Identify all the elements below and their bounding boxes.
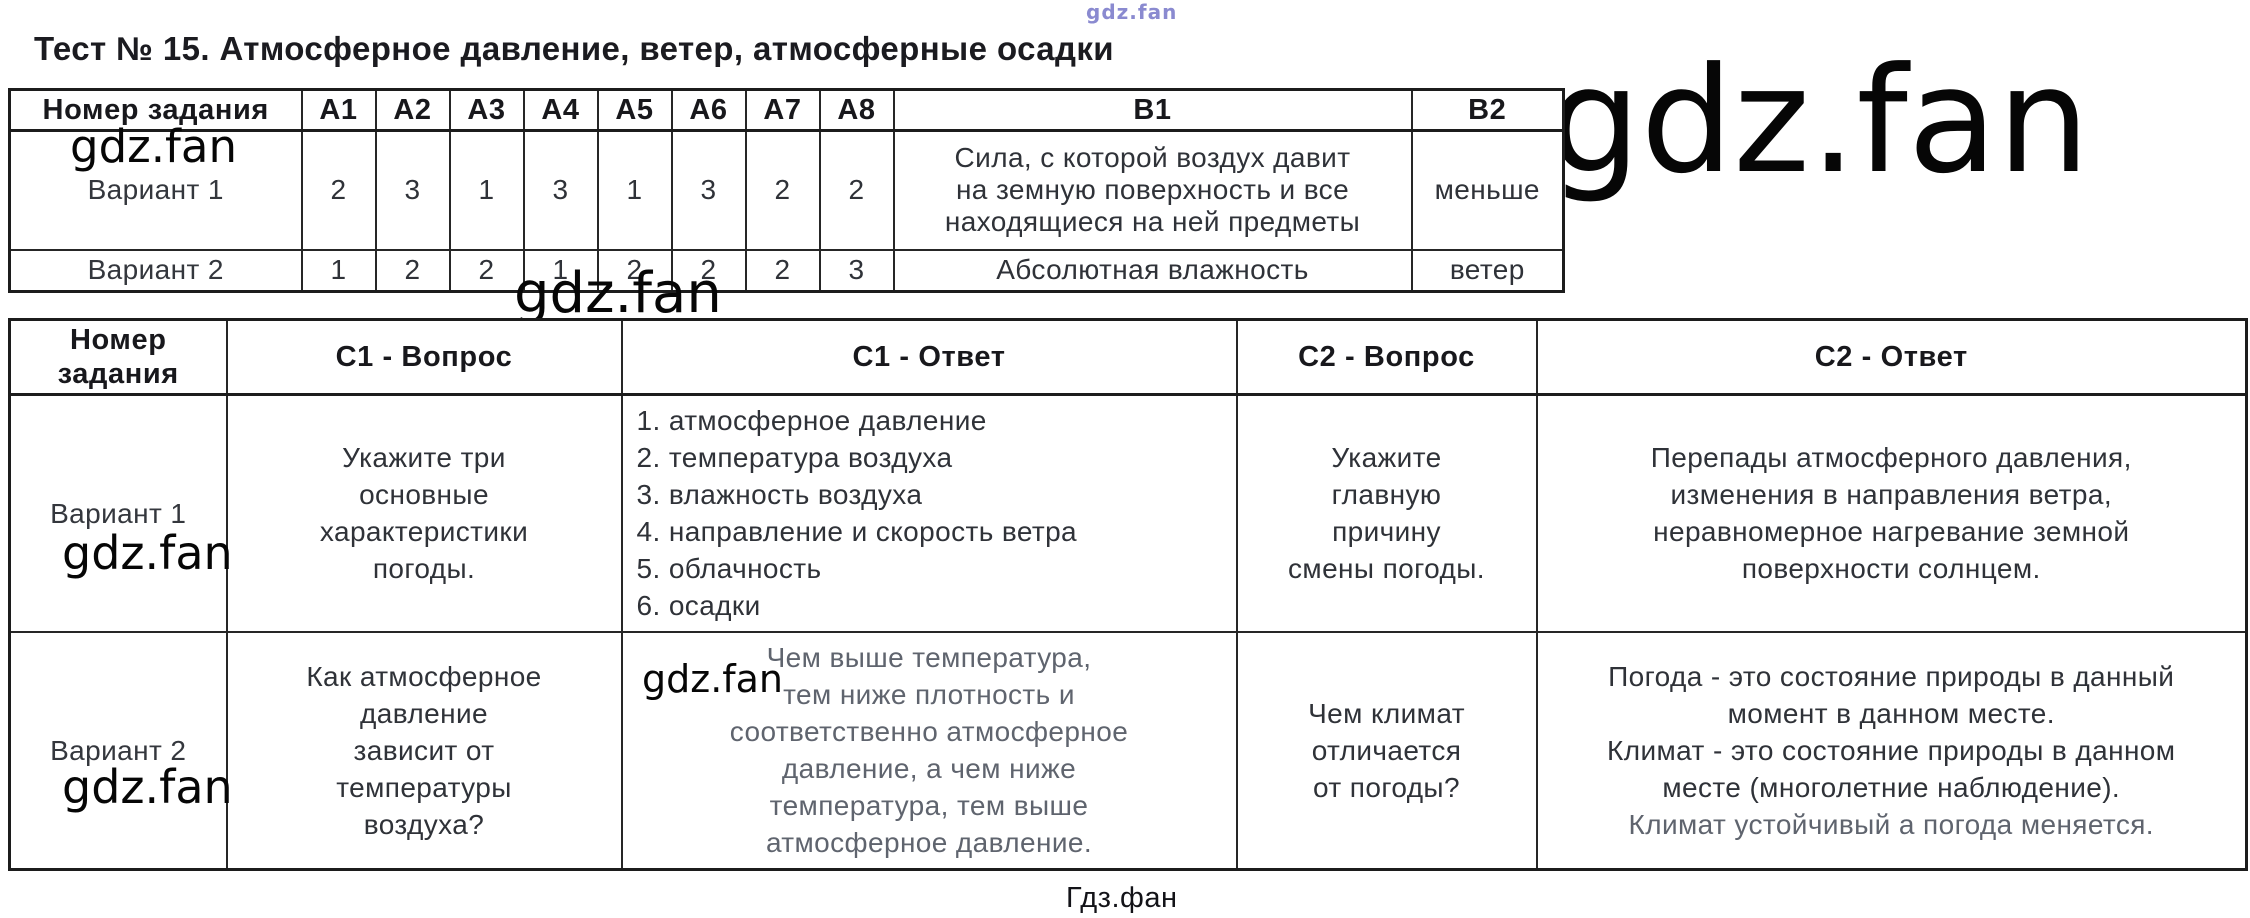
answer-a6: 2: [670, 248, 747, 293]
answer-b1: Абсолютная влажность: [892, 248, 1413, 293]
c2-question-cell: Чем климат отличается от погоды?: [1235, 630, 1538, 871]
row-label-variant-1: Вариант 1: [8, 129, 303, 251]
footer-site-name: Гдз.фан: [1066, 882, 1178, 914]
answers-summary-table: Номер задания А1 А2 А3 А4 А5 А6 А7 А8 В1…: [8, 88, 1565, 293]
header-a8: А8: [818, 88, 895, 132]
answer-a4: 3: [522, 129, 599, 251]
answers-row-variant-2: Вариант 2 1 2 2 1 2 2 2 3 Абсолютная вла…: [8, 248, 1565, 293]
c2-answer-note-text: Климат устойчивый а погода меняется.: [1628, 808, 2154, 840]
header-a7: А7: [744, 88, 821, 132]
answer-a1: 2: [300, 129, 377, 251]
header-b1: В1: [892, 88, 1413, 132]
answer-b1: Сила, с которой воздух давит на земную п…: [892, 129, 1413, 251]
header-task-number: Номер задания: [8, 88, 303, 132]
header-c1-question: С1 - Вопрос: [225, 318, 623, 396]
header-a1: А1: [300, 88, 377, 132]
header-c1-answer: С1 - Ответ: [620, 318, 1238, 396]
c2-answer-main-text: Погода - это состояние природы в данный …: [1607, 660, 2176, 803]
header-a6: А6: [670, 88, 747, 132]
watermark-top-right-large: gdz.fan: [1548, 36, 2090, 206]
detail-header-row: Номер задания С1 - Вопрос С1 - Ответ С2 …: [8, 318, 2248, 396]
answer-a7: 2: [744, 129, 821, 251]
answer-a2: 2: [374, 248, 451, 293]
watermark-table2-row2-cell: gdz.fan: [62, 760, 233, 814]
answer-a5: 1: [596, 129, 673, 251]
row-label-variant-2: Вариант 2: [8, 630, 228, 871]
row-label-variant-2: Вариант 2: [8, 248, 303, 293]
header-c2-answer: С2 - Ответ: [1535, 318, 2248, 396]
watermark-between-tables: gdz.fan: [514, 261, 722, 326]
row-label-variant-1: Вариант 1: [8, 393, 228, 633]
watermark-top-small: gdz.fan: [1086, 0, 1178, 24]
detail-row-variant-2: Вариант 2 Как атмосферное давление завис…: [8, 630, 2248, 871]
header-b2: В2: [1410, 88, 1565, 132]
answer-a8: 2: [818, 129, 895, 251]
detail-row-variant-1: Вариант 1 Укажите три основные характери…: [8, 393, 2248, 633]
header-task-number: Номер задания: [8, 318, 228, 396]
header-a3: А3: [448, 88, 525, 132]
header-a2: А2: [374, 88, 451, 132]
answers-header-row: Номер задания А1 А2 А3 А4 А5 А6 А7 А8 В1…: [8, 88, 1565, 132]
answer-a1: 1: [300, 248, 377, 293]
c1-question-cell: Укажите три основные характеристики пого…: [225, 393, 623, 633]
answer-a7: 2: [744, 248, 821, 293]
c1-answer-cell: Чем выше температура, тем ниже плотность…: [620, 630, 1238, 871]
page-title: Тест № 15. Атмосферное давление, ветер, …: [34, 30, 1114, 67]
answer-a8: 3: [818, 248, 895, 293]
watermark-table2-row1-cell: gdz.fan: [62, 526, 233, 580]
questions-answers-table: Номер задания С1 - Вопрос С1 - Ответ С2 …: [8, 318, 2248, 871]
watermark-table1-cell: gdz.fan: [70, 120, 237, 173]
watermark-table2-row2-answer: gdz.fan: [642, 657, 784, 701]
answer-b2: меньше: [1410, 129, 1565, 251]
answer-a5: 2: [596, 248, 673, 293]
answers-row-variant-1: Вариант 1 2 3 1 3 1 3 2 2 Сила, с которо…: [8, 129, 1565, 251]
c1-answer-cell: 1. атмосферное давление 2. температура в…: [620, 393, 1238, 633]
c2-answer-cell: Погода - это состояние природы в данный …: [1535, 630, 2248, 871]
c1-question-cell: Как атмосферное давление зависит от темп…: [225, 630, 623, 871]
header-c2-question: С2 - Вопрос: [1235, 318, 1538, 396]
header-a4: А4: [522, 88, 599, 132]
answer-a3: 1: [448, 129, 525, 251]
answer-a2: 3: [374, 129, 451, 251]
answer-b2: ветер: [1410, 248, 1565, 293]
answer-a4: 1: [522, 248, 599, 293]
answer-a3: 2: [448, 248, 525, 293]
answer-a6: 3: [670, 129, 747, 251]
header-a5: А5: [596, 88, 673, 132]
c2-answer-cell: Перепады атмосферного давления, изменени…: [1535, 393, 2248, 633]
c2-question-cell: Укажите главную причину смены погоды.: [1235, 393, 1538, 633]
